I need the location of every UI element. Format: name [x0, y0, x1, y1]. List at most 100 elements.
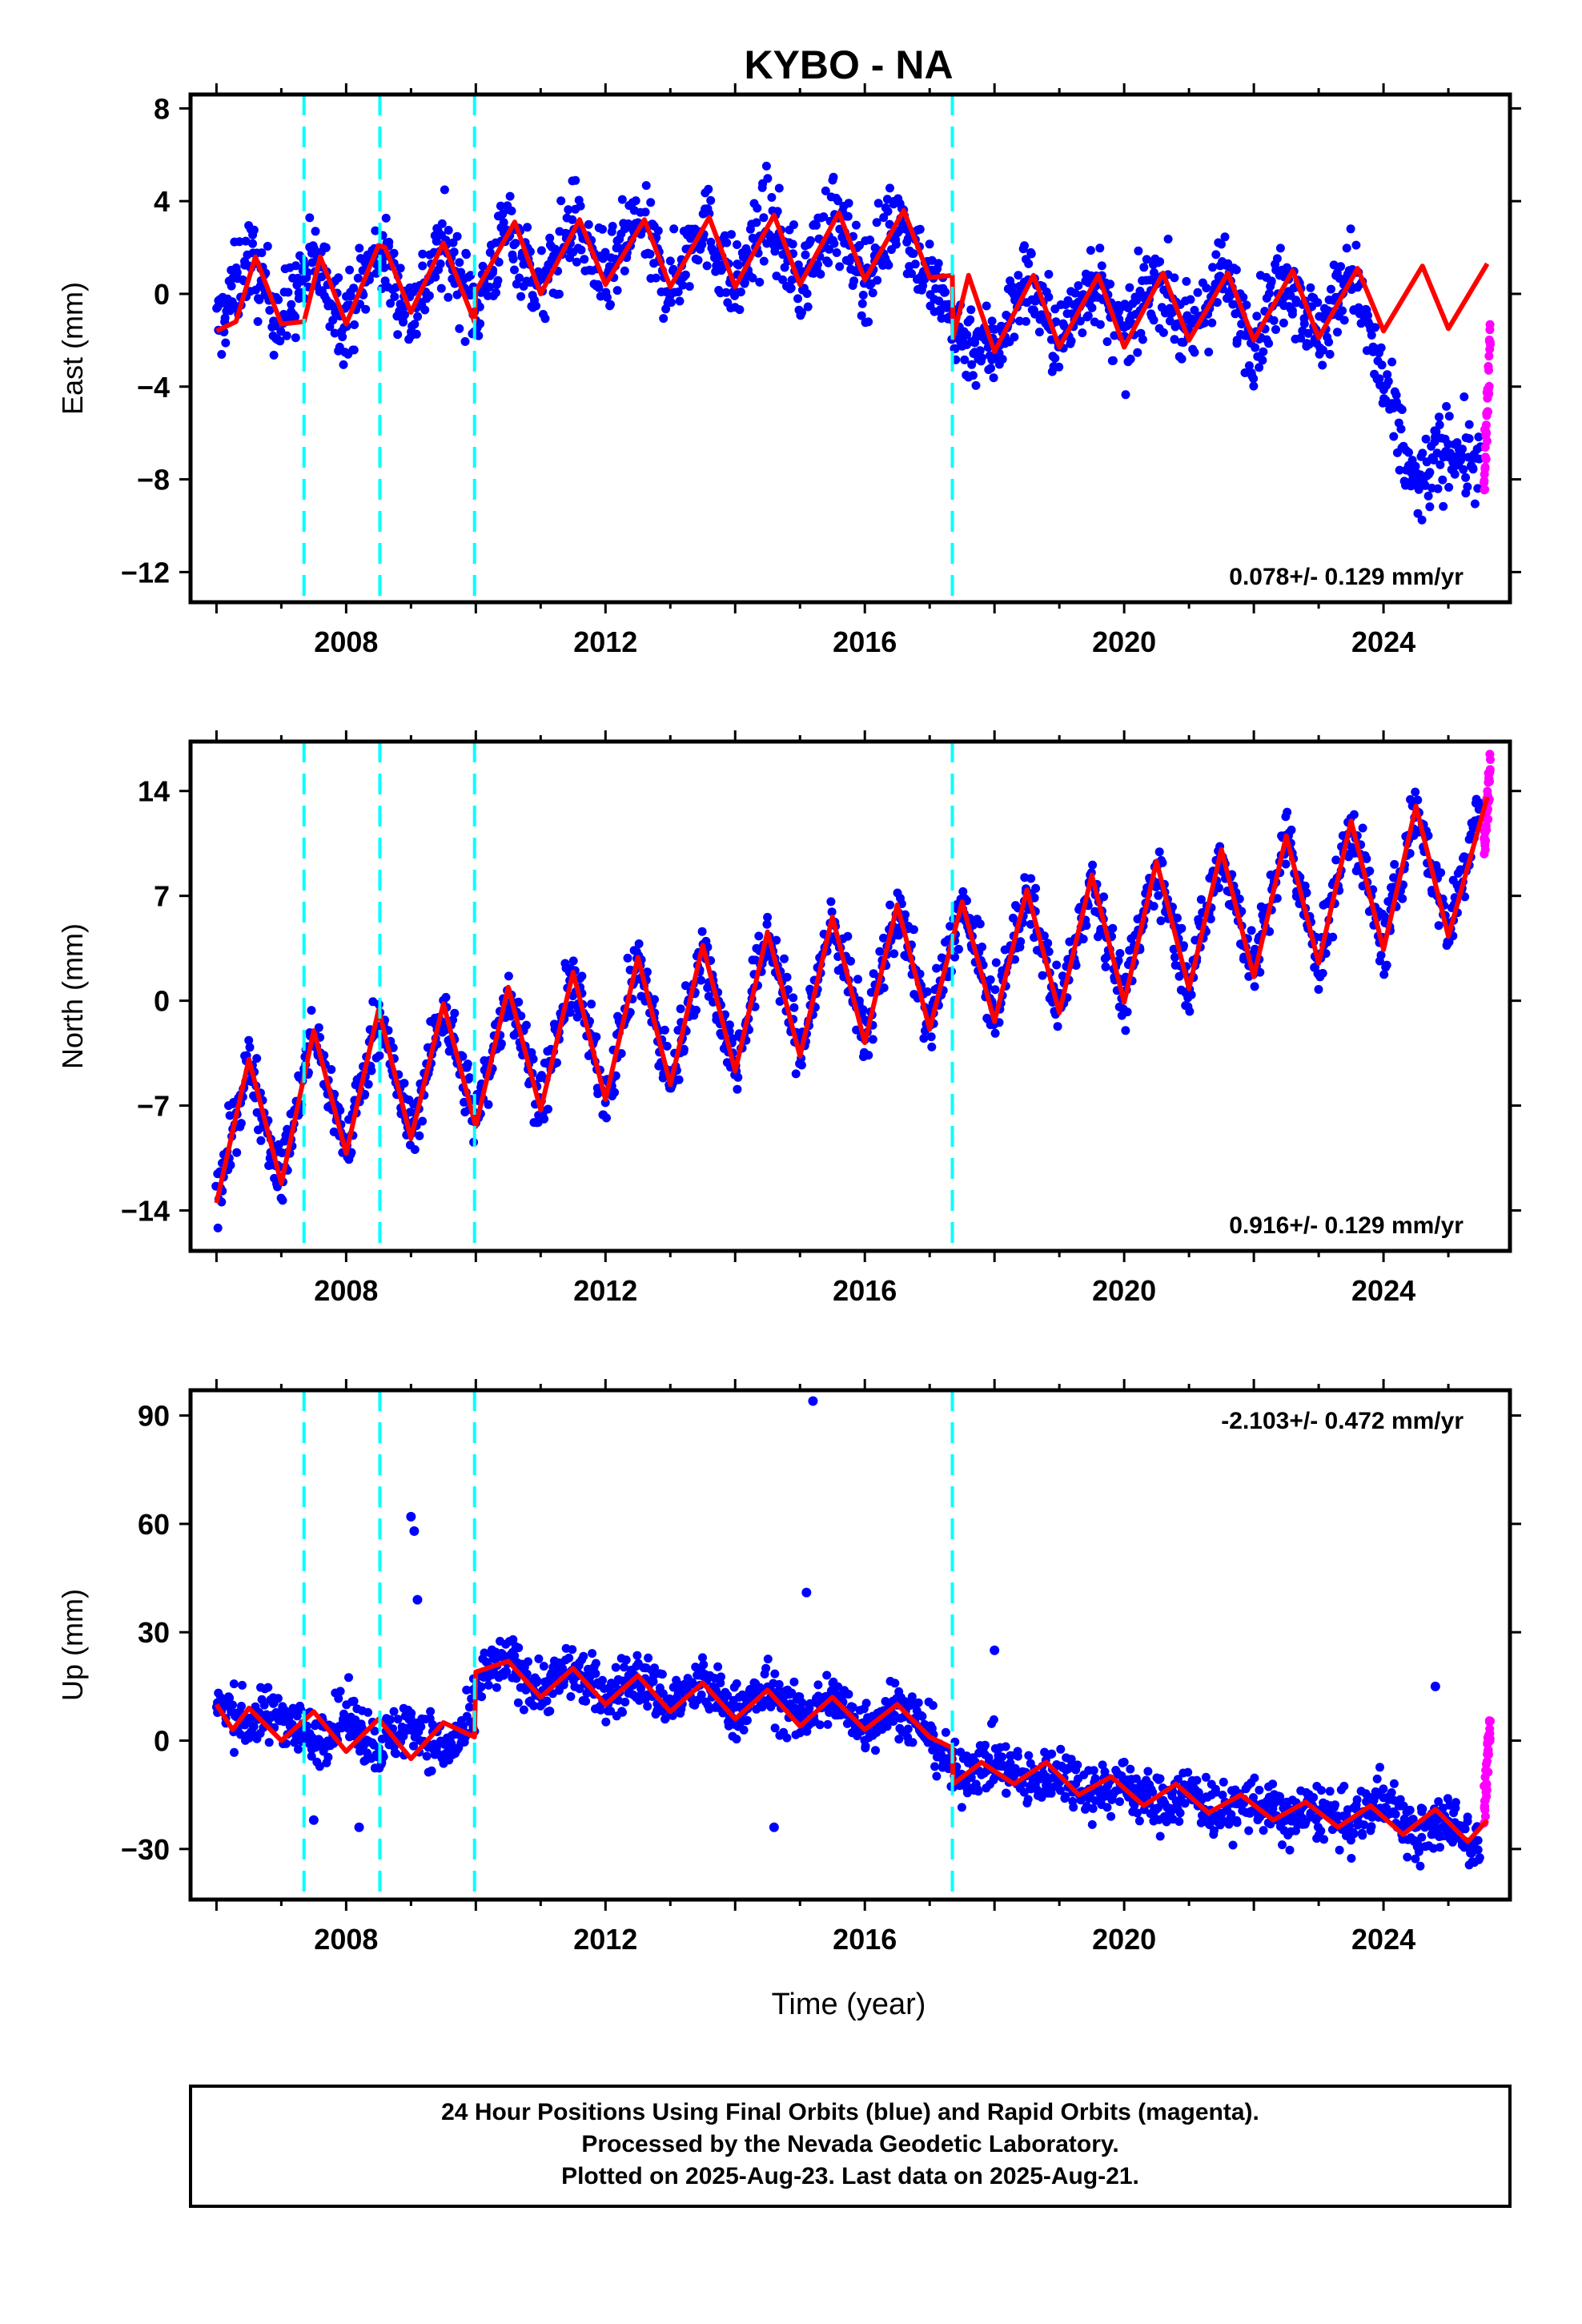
final-orbit-point	[763, 912, 773, 922]
final-orbit-point	[875, 947, 885, 956]
north-plot-frame	[188, 739, 1512, 1253]
final-orbit-point	[855, 241, 864, 250]
final-orbit-point	[908, 1738, 917, 1747]
final-orbit-point	[782, 972, 792, 982]
final-orbit-point	[349, 345, 359, 355]
final-orbit-point	[478, 261, 488, 271]
y-tick-label: 30	[138, 1616, 170, 1649]
final-orbit-point	[305, 213, 315, 223]
final-orbit-point	[274, 295, 283, 304]
final-orbit-point	[410, 1145, 420, 1154]
final-orbit-point	[1327, 284, 1335, 294]
final-orbit-point	[679, 1044, 689, 1054]
final-orbit-point	[514, 997, 524, 1007]
final-orbit-point	[1179, 941, 1188, 951]
final-orbit-point	[598, 1675, 607, 1685]
final-orbit-point	[864, 317, 873, 327]
final-orbit-point	[966, 315, 975, 324]
final-orbit-point	[1217, 239, 1226, 249]
final-orbit-point	[1435, 412, 1443, 422]
final-orbit-point	[1088, 860, 1098, 870]
final-orbit-point	[1318, 968, 1327, 978]
final-orbit-point	[390, 292, 400, 301]
final-orbit-point	[925, 239, 934, 249]
final-orbit-point	[753, 203, 762, 213]
final-orbit-point	[460, 1097, 468, 1107]
final-orbit-point	[754, 931, 764, 941]
final-orbit-point	[927, 1042, 937, 1051]
final-orbit-point	[793, 260, 803, 270]
final-orbit-point	[998, 355, 1007, 364]
final-orbit-point	[1391, 390, 1401, 400]
final-orbit-point	[1078, 935, 1088, 944]
final-orbit-point	[463, 1059, 472, 1069]
final-orbit-point	[1464, 434, 1474, 444]
final-orbit-point	[848, 1703, 857, 1712]
final-orbit-point	[857, 311, 866, 320]
final-orbit-point	[865, 235, 875, 245]
final-orbit-point	[740, 278, 749, 287]
final-orbit-point	[829, 239, 839, 248]
final-orbit-point	[1173, 1775, 1182, 1784]
final-orbit-point	[252, 1054, 262, 1063]
final-orbit-point	[1319, 345, 1327, 355]
final-orbit-point	[1231, 265, 1241, 275]
final-orbit-point	[987, 316, 997, 326]
x-tick-label: 2012	[573, 625, 637, 658]
final-orbit-point	[409, 1741, 418, 1751]
final-orbit-point	[249, 1722, 259, 1731]
final-orbit-point	[226, 1160, 235, 1170]
final-orbit-point	[1071, 961, 1081, 970]
final-orbit-point	[1190, 305, 1199, 315]
final-orbit-point	[1460, 392, 1469, 401]
final-orbit-point	[1002, 1788, 1011, 1798]
final-orbit-point	[1460, 892, 1470, 902]
final-orbit-point	[508, 1634, 518, 1644]
east-y-axis-label: East (mm)	[56, 282, 89, 415]
final-orbit-point	[349, 1696, 359, 1706]
final-orbit-point	[1044, 292, 1054, 302]
final-orbit-point	[1342, 243, 1351, 253]
final-orbit-point	[723, 1691, 733, 1700]
final-orbit-point	[1125, 283, 1134, 292]
final-orbit-point	[1177, 354, 1186, 364]
final-orbit-point	[519, 1705, 528, 1715]
final-orbit-point	[681, 981, 690, 991]
x-tick-label: 2024	[1351, 1923, 1415, 1956]
final-orbit-point	[941, 287, 950, 297]
final-orbit-point	[476, 319, 485, 328]
final-orbit-point	[601, 1717, 611, 1727]
final-orbit-point	[255, 295, 264, 304]
final-orbit-point	[249, 225, 259, 235]
final-orbit-point	[513, 1698, 523, 1707]
final-orbit-point	[1432, 448, 1442, 458]
final-orbit-point	[1156, 916, 1166, 926]
final-orbit-point	[363, 1707, 373, 1717]
final-orbit-point	[644, 1653, 653, 1663]
final-orbit-point	[1331, 1800, 1339, 1810]
final-orbit-point	[1121, 1026, 1130, 1035]
final-orbit-point	[1101, 962, 1110, 971]
final-orbit-point	[1170, 335, 1179, 344]
final-orbit-point	[1139, 1805, 1149, 1815]
final-orbit-point	[787, 1688, 797, 1698]
final-orbit-point	[600, 247, 610, 257]
y-tick-label: 60	[138, 1508, 170, 1541]
final-orbit-point	[733, 1084, 742, 1094]
final-orbit-point	[1278, 1840, 1287, 1850]
final-orbit-point	[494, 257, 504, 267]
final-orbit-point	[521, 1685, 531, 1695]
final-orbit-point	[539, 1662, 548, 1671]
final-orbit-point	[1074, 281, 1083, 291]
final-orbit-point	[1102, 1803, 1112, 1812]
final-orbit-point	[1421, 434, 1431, 444]
final-orbit-point	[1208, 263, 1218, 272]
final-orbit-point	[225, 1693, 235, 1703]
final-orbit-point	[1192, 1775, 1202, 1785]
final-orbit-point	[281, 1739, 291, 1748]
x-tick-label: 2024	[1351, 1274, 1415, 1307]
final-orbit-point	[292, 1711, 302, 1721]
final-orbit-point	[770, 1669, 780, 1679]
final-orbit-point	[1050, 353, 1060, 363]
final-orbit-point	[1269, 316, 1279, 325]
